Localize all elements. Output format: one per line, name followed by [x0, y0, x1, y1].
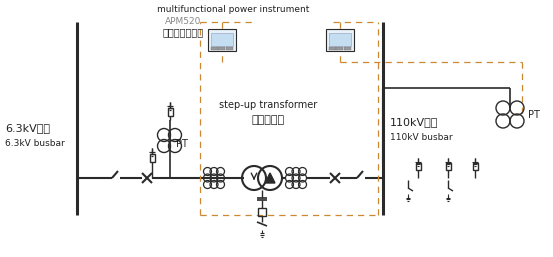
Bar [258, 208, 266, 216]
Bar [211, 33, 233, 46]
Polygon shape [265, 173, 275, 183]
Bar [343, 47, 351, 50]
Text: PT: PT [176, 139, 188, 149]
Bar [208, 29, 236, 51]
Bar [336, 47, 343, 50]
Text: multifunctional power instrument: multifunctional power instrument [157, 5, 309, 14]
Text: 升压变压器: 升压变压器 [252, 115, 285, 125]
Text: 6.3kV毛线: 6.3kV毛线 [5, 123, 50, 133]
Bar [168, 108, 173, 116]
Text: PT: PT [528, 110, 540, 120]
Text: 110kV busbar: 110kV busbar [390, 133, 452, 142]
Bar [226, 47, 232, 50]
Text: step-up transformer: step-up transformer [219, 100, 317, 110]
Bar [211, 47, 218, 50]
Text: APM520: APM520 [165, 16, 201, 25]
Text: 110kV毛线: 110kV毛线 [390, 117, 439, 127]
Bar [326, 29, 354, 51]
Bar [472, 163, 477, 170]
Bar [149, 154, 154, 162]
Text: 多功能电力仪表: 多功能电力仪表 [163, 27, 204, 37]
Bar [446, 163, 451, 170]
Bar [329, 33, 351, 46]
Text: 6.3kV busbar: 6.3kV busbar [5, 139, 65, 148]
Bar [218, 47, 225, 50]
Bar [415, 163, 420, 170]
Bar [329, 47, 336, 50]
